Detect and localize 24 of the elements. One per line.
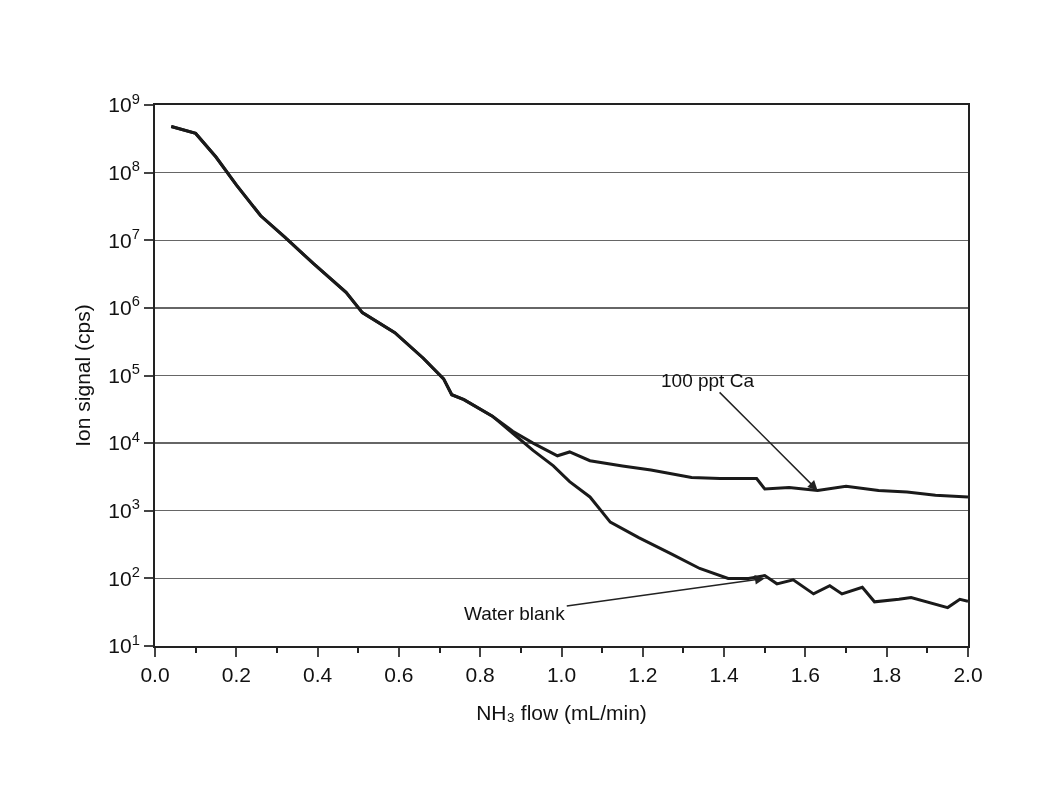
x-tick-label: 0.0: [140, 663, 170, 687]
x-axis-title: NH₃ flow (mL/min): [476, 700, 647, 724]
y-tick-label: 10$^{9}$: [108, 90, 140, 117]
y-tick-label: 10$^{5}$: [108, 361, 140, 387]
x-tick-label: 0.6: [384, 663, 414, 687]
x-tick-label: 0.2: [221, 663, 251, 687]
x-tick-label: 1.2: [628, 663, 658, 687]
y-tick-label: 10$^{1}$: [108, 631, 140, 658]
x-tick-label: 0.4: [303, 663, 333, 687]
x-tick-label: 2.0: [953, 663, 983, 687]
x-tick-label: 1.8: [872, 663, 902, 687]
y-tick-label: 10$^{4}$: [108, 428, 140, 455]
y-axis-title: Ion signal (cps): [70, 304, 94, 447]
x-tick-label: 1.6: [790, 663, 820, 687]
x-tick-label: 1.4: [709, 663, 740, 687]
y-tick-label: 10$^{2}$: [108, 563, 140, 590]
y-tick-label: 10$^{8}$: [108, 158, 140, 184]
annotation: Water blank: [464, 603, 566, 624]
x-tick-label: 1.0: [546, 663, 577, 687]
y-tick-label: 10$^{3}$: [108, 496, 140, 523]
x-tick-label: 0.8: [465, 663, 495, 687]
annotation: 100 ppt Ca: [661, 370, 755, 391]
y-tick-label: 10$^{7}$: [108, 225, 140, 252]
y-tick-label: 10$^{6}$: [108, 293, 140, 320]
